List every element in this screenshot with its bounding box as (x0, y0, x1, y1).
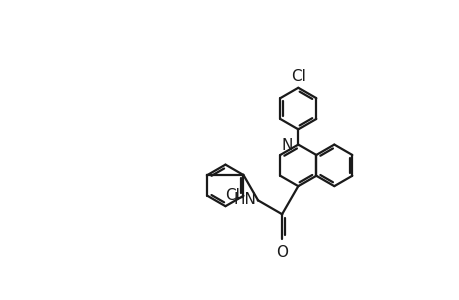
Text: N: N (281, 138, 292, 153)
Text: HN: HN (233, 192, 256, 207)
Text: Cl: Cl (224, 188, 239, 203)
Text: Cl: Cl (290, 69, 305, 84)
Text: O: O (275, 245, 287, 260)
